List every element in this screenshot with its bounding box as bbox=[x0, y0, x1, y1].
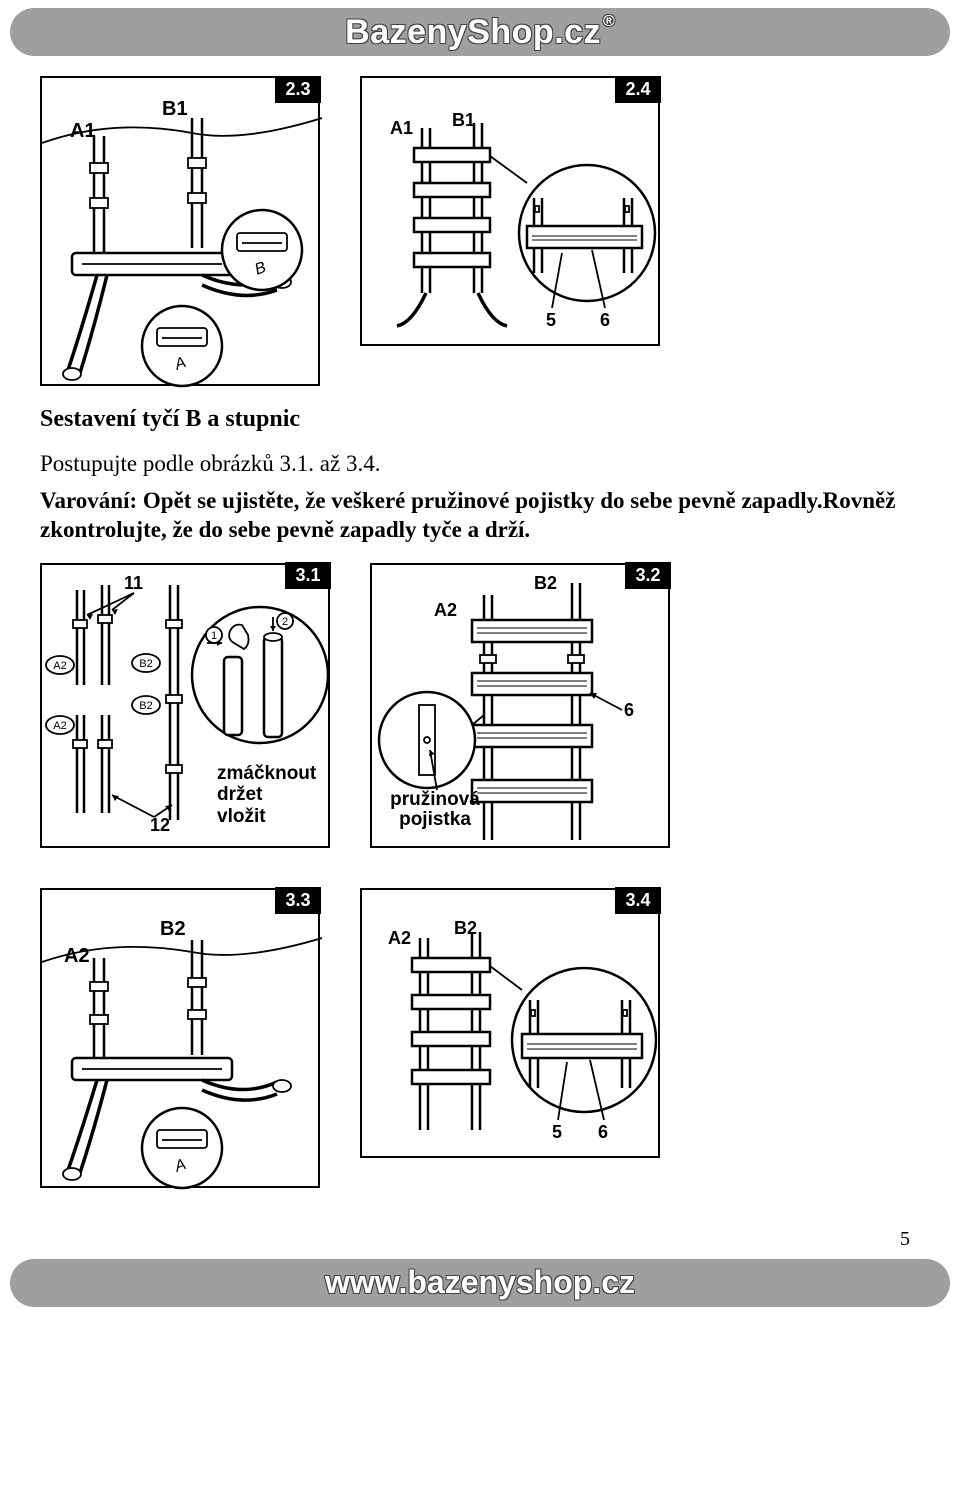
footer-bar: www.bazenyshop.cz bbox=[10, 1259, 950, 1307]
header-bar: BazenyShop.cz ® bbox=[10, 8, 950, 56]
oval-b2-2: B2 bbox=[139, 700, 152, 712]
label-6: 6 bbox=[624, 700, 634, 721]
caption-line-1: pružinová bbox=[380, 790, 490, 811]
footer-url: www.bazenyshop.cz bbox=[325, 1264, 635, 1301]
caption-line-2: držet bbox=[217, 784, 316, 806]
figure-2-4: 2.4 A1 B1 5 6 bbox=[360, 76, 660, 346]
label-b2: B2 bbox=[534, 573, 557, 594]
figure-badge: 2.4 bbox=[615, 76, 660, 103]
label-b1: B1 bbox=[162, 98, 188, 121]
label-b1: B1 bbox=[452, 110, 475, 131]
header-registered: ® bbox=[603, 13, 615, 31]
figure-badge: 3.2 bbox=[625, 562, 670, 589]
oval-a2-2: A2 bbox=[53, 720, 66, 732]
label-a2: A2 bbox=[388, 928, 411, 949]
detail-2: 2 bbox=[282, 616, 288, 628]
warning-text: Varování: Opět se ujistěte, že veškeré p… bbox=[40, 487, 920, 545]
figure-badge: 2.3 bbox=[275, 76, 320, 103]
label-5: 5 bbox=[552, 1122, 562, 1143]
header-title: BazenyShop.cz bbox=[345, 13, 601, 52]
figure-2-3: 2.3 A1 B1 bbox=[40, 76, 320, 386]
figure-row-2: 3.1 11 12 zmáčknout držet vložit bbox=[40, 563, 920, 848]
caption-line-1: zmáčknout bbox=[217, 763, 316, 785]
label-6: 6 bbox=[600, 310, 610, 331]
figure-badge: 3.4 bbox=[615, 887, 660, 914]
body-text: Postupujte podle obrázků 3.1. až 3.4. bbox=[40, 451, 920, 477]
label-11: 11 bbox=[124, 573, 143, 594]
label-6: 6 bbox=[598, 1122, 608, 1143]
figure-row-3: 3.3 A2 B2 bbox=[40, 888, 920, 1188]
caption-zmacknout: zmáčknout držet vložit bbox=[217, 763, 316, 829]
figure-3-2: 3.2 A2 B2 6 pružinová pojistka bbox=[370, 563, 670, 848]
page-number: 5 bbox=[0, 1208, 960, 1259]
figure-3-4: 3.4 A2 B2 5 6 bbox=[360, 888, 660, 1158]
section-heading: Sestavení tyčí B a stupnic bbox=[40, 406, 920, 433]
label-a2: A2 bbox=[434, 600, 457, 621]
label-5: 5 bbox=[546, 310, 556, 331]
label-a2: A2 bbox=[64, 945, 90, 968]
caption-line-2: pojistka bbox=[380, 810, 490, 831]
oval-a2-1: A2 bbox=[53, 660, 66, 672]
label-a1: A1 bbox=[390, 118, 413, 139]
detail-1: 1 bbox=[211, 630, 217, 642]
figure-badge: 3.1 bbox=[285, 562, 330, 589]
figure-3-3: 3.3 A2 B2 bbox=[40, 888, 320, 1188]
label-b2: B2 bbox=[160, 918, 186, 941]
figure-3-1: 3.1 11 12 zmáčknout držet vložit bbox=[40, 563, 330, 848]
label-b2: B2 bbox=[454, 918, 477, 939]
label-12: 12 bbox=[150, 815, 170, 836]
oval-b2-1: B2 bbox=[139, 658, 152, 670]
page-content: 2.3 A1 B1 bbox=[0, 56, 960, 1188]
figure-row-1: 2.3 A1 B1 bbox=[40, 76, 920, 386]
label-a1: A1 bbox=[70, 120, 96, 143]
caption-pruzinova: pružinová pojistka bbox=[380, 790, 490, 832]
figure-badge: 3.3 bbox=[275, 887, 320, 914]
caption-line-3: vložit bbox=[217, 806, 316, 828]
